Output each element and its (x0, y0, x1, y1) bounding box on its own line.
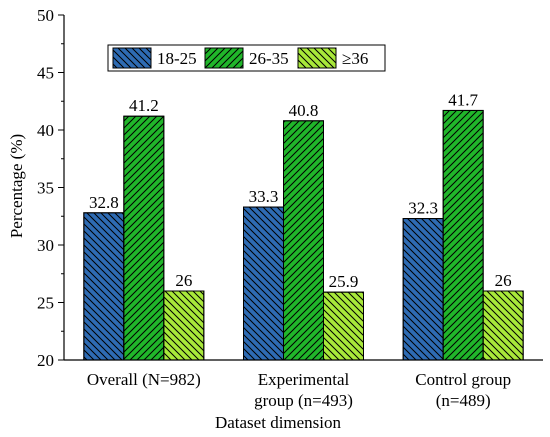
legend-label: 26-35 (249, 49, 289, 68)
value-label: 40.8 (289, 101, 319, 120)
value-label: 41.2 (129, 96, 159, 115)
bar-18-25-2 (243, 206, 284, 361)
y-tick-label: 30 (37, 236, 54, 255)
value-label: 26 (495, 271, 512, 290)
bar-18-25-1 (83, 212, 125, 361)
bar-26-35-2 (283, 120, 324, 361)
bar-26-35-3 (442, 109, 484, 361)
y-tick-label: 45 (37, 64, 54, 83)
legend-item-26-35: 26-35 (204, 47, 289, 69)
value-label: 25.9 (329, 272, 359, 291)
x-category-label: Overall (N=982) (87, 370, 201, 389)
bar-18-25-3 (402, 218, 444, 361)
value-label: 26 (175, 271, 192, 290)
legend-item-≥36: ≥36 (297, 47, 368, 69)
x-category-label: Experimental group (n=493) (254, 370, 353, 410)
value-label: 32.8 (89, 193, 119, 212)
y-axis-title: Percentage (%) (7, 134, 26, 238)
x-category-label: Control group (n=489) (415, 370, 511, 410)
y-tick-label: 25 (37, 294, 54, 313)
value-label: 41.7 (448, 90, 478, 109)
y-tick-label: 35 (37, 179, 54, 198)
value-label: 32.3 (408, 199, 438, 218)
legend-item-18-25: 18-25 (112, 47, 197, 69)
y-tick-label: 40 (37, 121, 54, 140)
x-axis-title: Dataset dimension (215, 413, 342, 432)
bar-≥36-2 (323, 291, 364, 361)
y-tick-label: 20 (37, 351, 54, 370)
value-label: 33.3 (249, 187, 279, 206)
legend-label: ≥36 (342, 49, 368, 68)
y-tick-label: 50 (37, 6, 54, 25)
bar-26-35-1 (123, 115, 165, 361)
legend-label: 18-25 (157, 49, 197, 68)
bar-≥36-1 (163, 290, 205, 361)
legend: 18-25 26-35 ≥36 (107, 44, 386, 72)
bar-≥36-3 (482, 290, 524, 361)
